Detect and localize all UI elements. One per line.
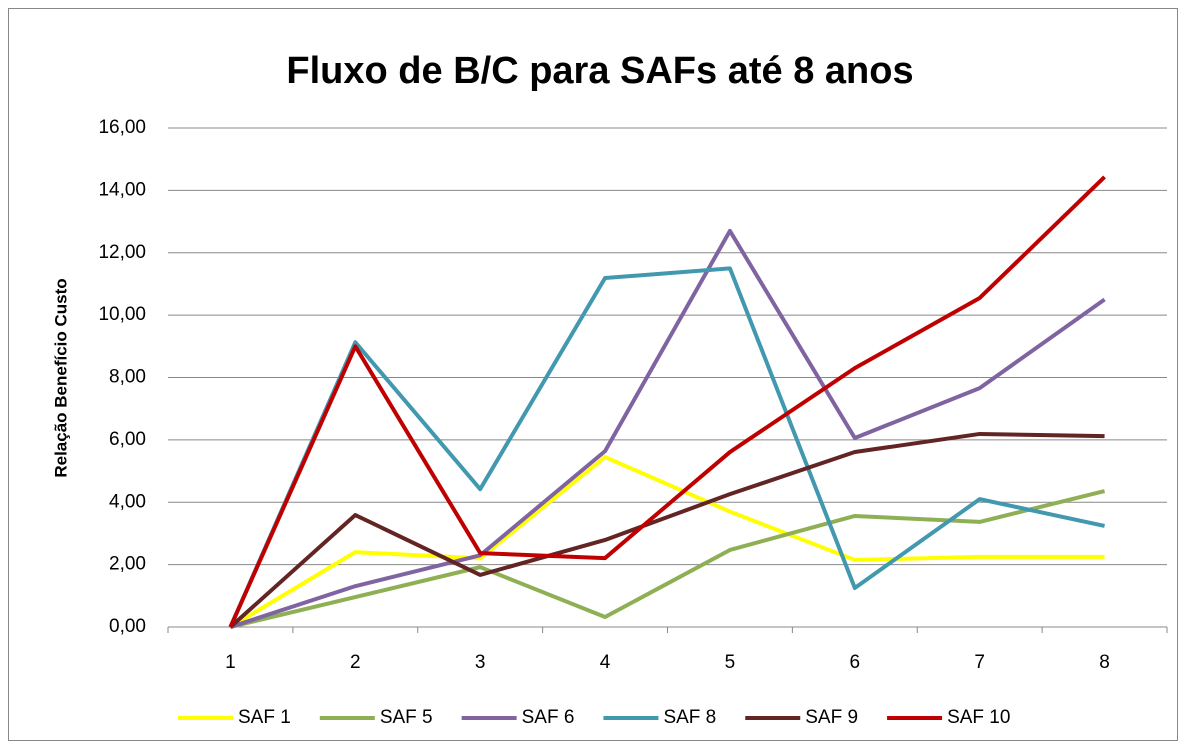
y-tick-label: 2,00: [109, 554, 146, 575]
x-tick-label: 1: [225, 652, 236, 673]
chart-border: [8, 8, 1178, 741]
x-tick-label: 3: [475, 652, 486, 673]
data-line: [229, 228, 1106, 629]
legend-label: SAF 5: [380, 707, 433, 728]
y-tick-label: 6,00: [109, 429, 146, 450]
y-tick-label: 10,00: [98, 304, 146, 325]
y-tick-label: 14,00: [98, 179, 146, 200]
x-tick-label: 7: [974, 652, 985, 673]
y-tick-label: 0,00: [109, 616, 146, 637]
y-axis-label: Relação Benefício Custo: [51, 278, 70, 477]
chart-title: Fluxo de B/C para SAFs até 8 anos: [286, 50, 913, 92]
legend-label: SAF 1: [238, 707, 291, 728]
y-tick-label: 16,00: [98, 117, 146, 138]
x-tick-label: 6: [850, 652, 861, 673]
legend-label: SAF 10: [947, 707, 1010, 728]
data-line: [228, 175, 1106, 628]
x-tick-label: 2: [350, 652, 361, 673]
x-tick-label: 4: [600, 652, 611, 673]
legend-label: SAF 9: [805, 707, 858, 728]
data-line: [229, 455, 1105, 629]
y-tick-label: 8,00: [109, 367, 146, 388]
x-tick-label: 5: [725, 652, 736, 673]
data-line: [228, 266, 1105, 628]
y-tick-label: 12,00: [98, 242, 146, 263]
data-line: [229, 431, 1105, 629]
legend-label: SAF 6: [522, 707, 575, 728]
x-tick-label: 8: [1099, 652, 1110, 673]
y-tick-label: 4,00: [109, 491, 146, 512]
data-line: [229, 489, 1106, 629]
legend-label: SAF 8: [663, 707, 716, 728]
